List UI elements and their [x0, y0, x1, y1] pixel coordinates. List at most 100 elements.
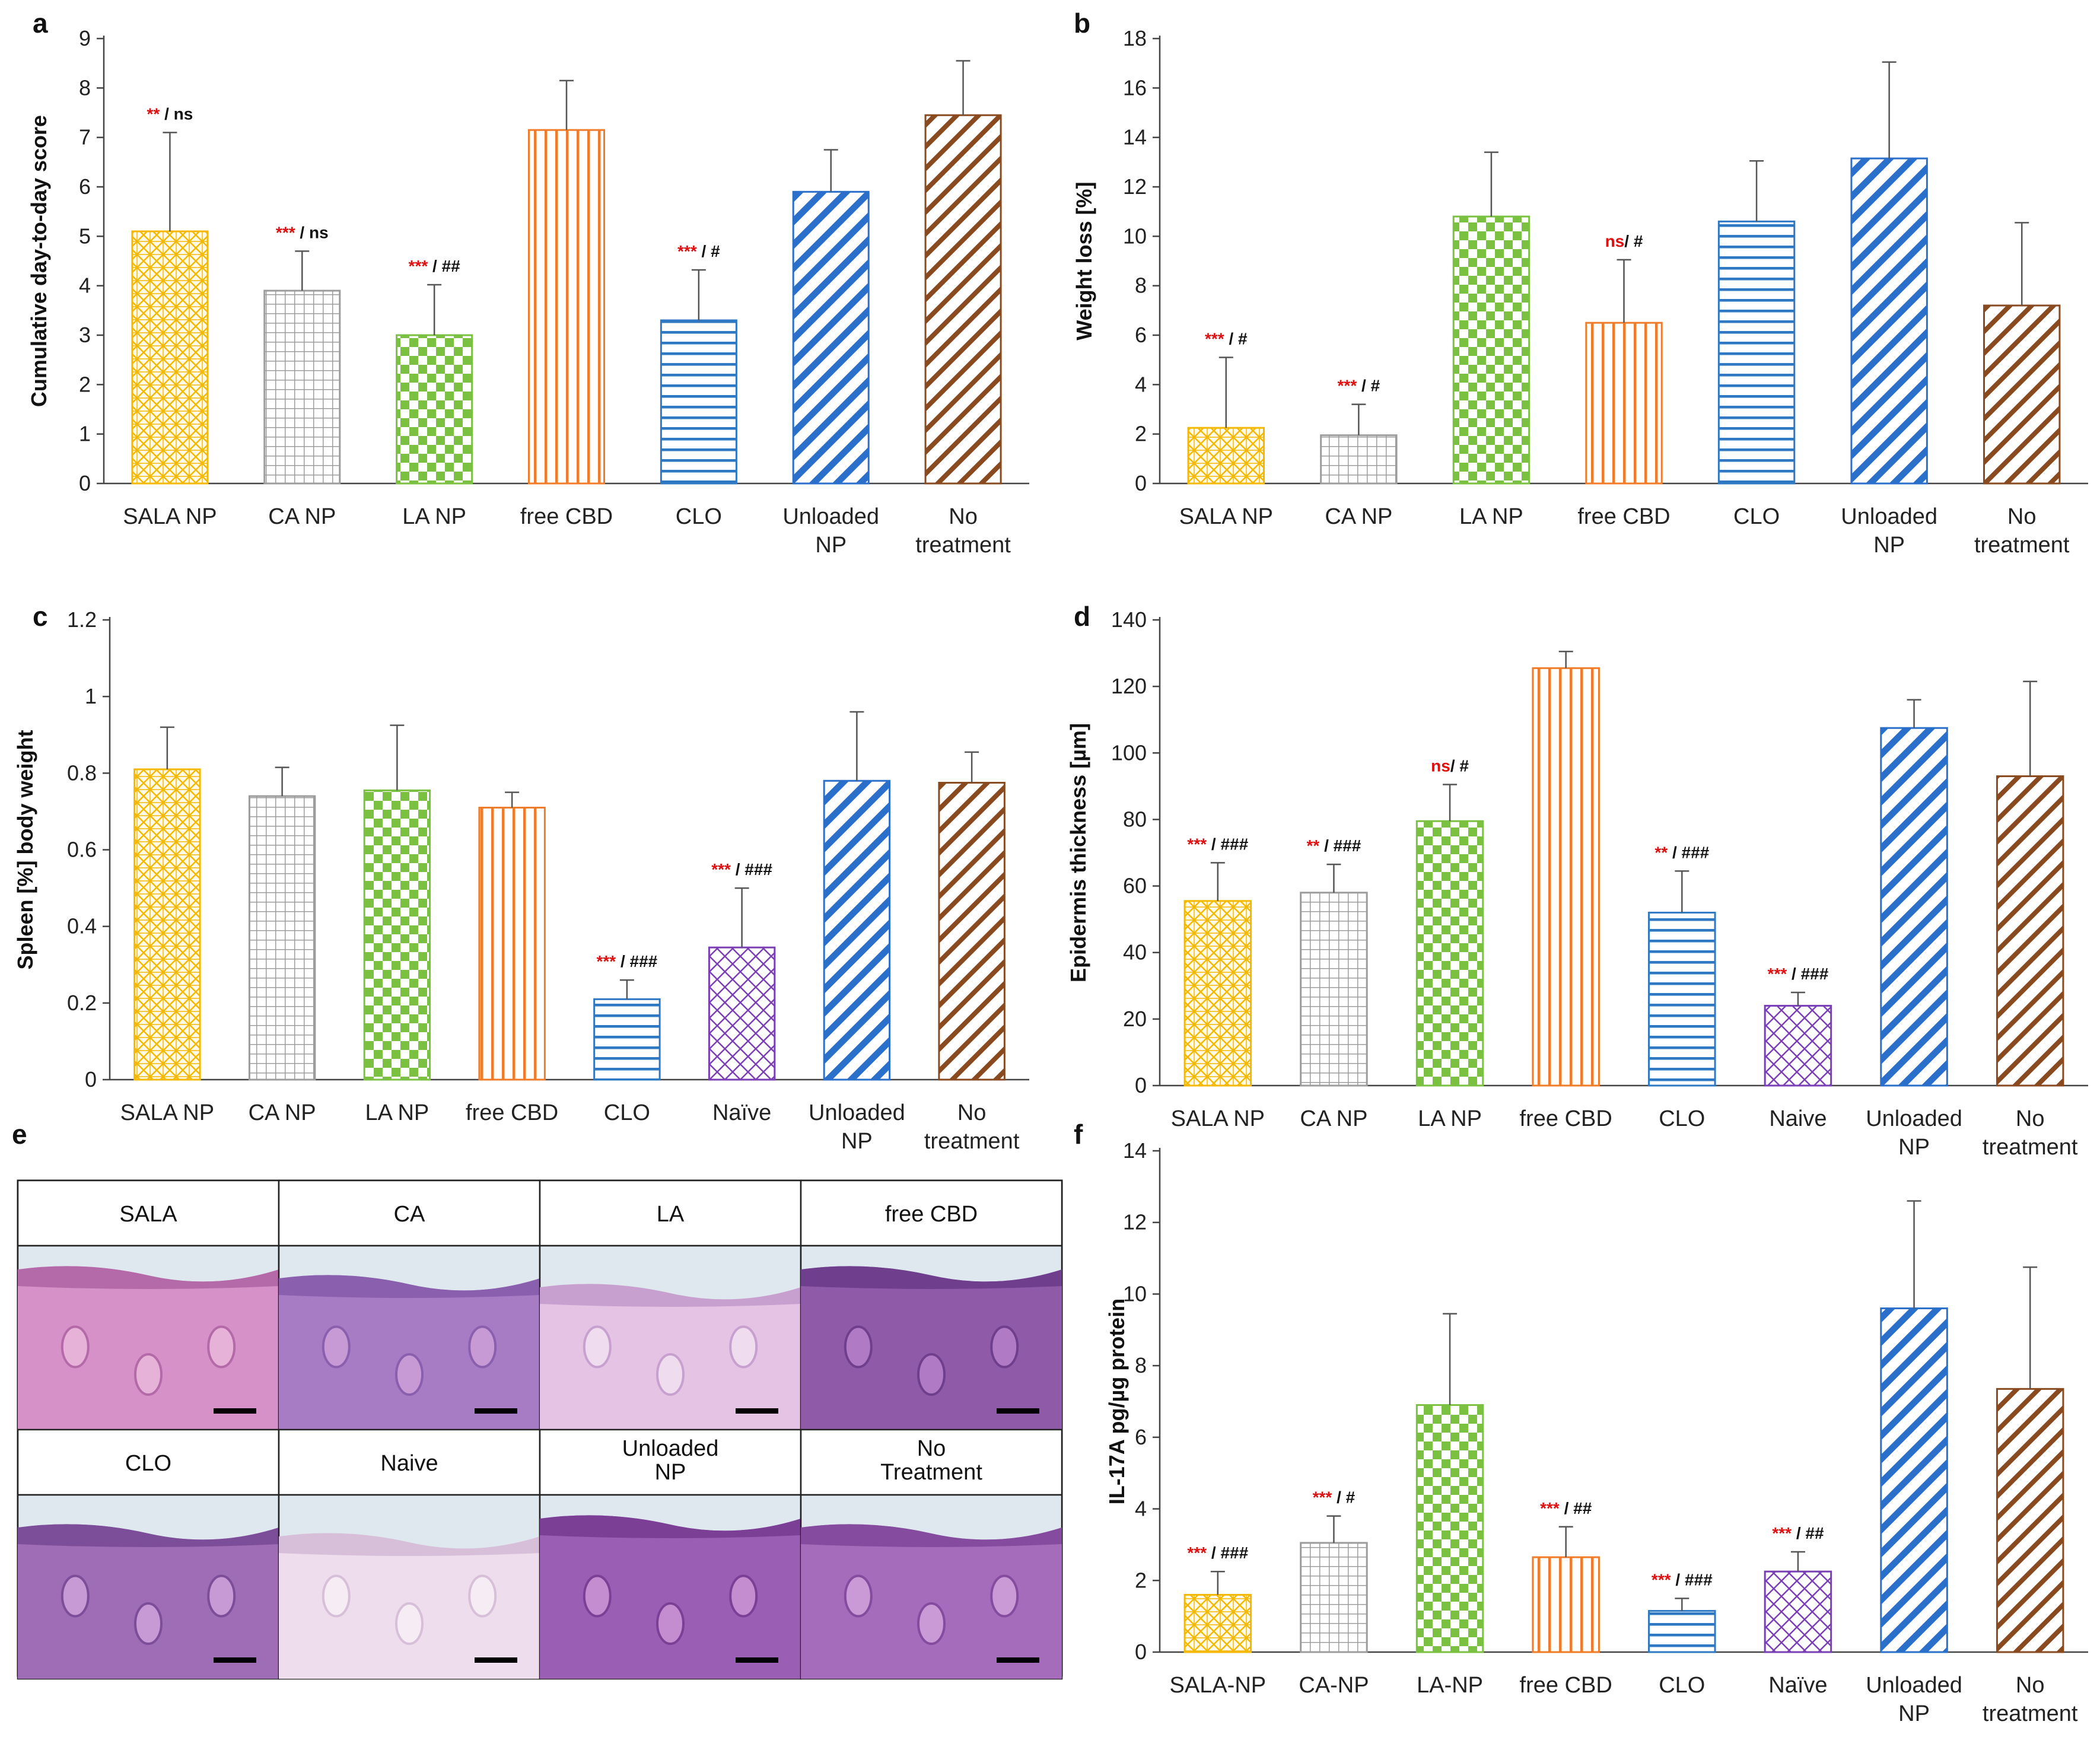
scale-bar [214, 1657, 256, 1663]
bar-unl [823, 779, 891, 1081]
y-tick-label: 2 [1135, 422, 1147, 446]
scale-bar [475, 1657, 517, 1663]
histology-label: CA [394, 1202, 425, 1227]
significance-label: *** / ### [1768, 965, 1829, 983]
x-tick-label: CA-NP [1299, 1673, 1369, 1698]
x-tick-label: No [2007, 504, 2037, 529]
tissue-follicle [207, 1325, 236, 1369]
histology-label-cell [539, 1428, 802, 1496]
panel-c-chart: c Spleen [%] body weight 0 0.2 0.4 0.6 0.8 1 1.2… [13, 601, 1029, 1154]
significance-label: *** / ### [711, 860, 772, 879]
tissue-follicle [729, 1325, 758, 1369]
significance-label: *** / # [1313, 1488, 1356, 1507]
tissue-follicle [917, 1353, 946, 1396]
significance-label: *** / ## [1540, 1499, 1592, 1517]
histology-label: No [917, 1436, 946, 1461]
histology-label: Unloaded [622, 1436, 719, 1461]
y-tick-label: 20 [1123, 1007, 1147, 1031]
x-tick-label: SALA NP [120, 1100, 214, 1125]
significance-label: ** / ns [147, 104, 193, 123]
tissue-dermis [801, 1266, 1062, 1430]
bar-ca [1320, 434, 1398, 485]
histology-label: NP [655, 1460, 686, 1485]
scale-bar [997, 1657, 1039, 1663]
panel-a-chart: a Cumulative day-to-day score 0 1 2 3 4 5 6 7 8 9 **… [27, 8, 1029, 558]
significance-label: *** / ## [1772, 1524, 1824, 1542]
x-tick-label: free CBD [466, 1100, 558, 1125]
y-tick-label: 8 [1135, 273, 1147, 298]
y-axis-label-c: Spleen [%] body weight [13, 730, 37, 969]
y-tick-label: 40 [1123, 940, 1147, 965]
x-tick-label: LA NP [365, 1100, 429, 1125]
tissue-follicle [990, 1325, 1019, 1369]
bar-naive [708, 946, 776, 1081]
tissue-dermis [18, 1266, 279, 1430]
bar-unl [1880, 727, 1948, 1087]
significance-label: *** / ### [1187, 835, 1248, 853]
significance-label: *** / # [677, 242, 720, 260]
tissue-follicle [322, 1574, 351, 1618]
y-tick-label: 8 [1135, 1353, 1147, 1377]
histology-label: SALA [119, 1202, 177, 1227]
tissue-epidermis [801, 1524, 1062, 1547]
y-tick-label: 1 [85, 684, 97, 708]
x-tick-label: free CBD [1577, 504, 1670, 529]
bar-la [396, 334, 473, 485]
panel-label-a: a [33, 8, 48, 39]
tissue-epidermis [18, 1266, 279, 1289]
tissue-follicle [844, 1325, 873, 1369]
bar-unl [1880, 1307, 1948, 1653]
significance-label: ns/ # [1431, 757, 1469, 775]
y-tick-label: 0.8 [67, 760, 97, 785]
x-tick-label: NP [1898, 1135, 1930, 1160]
tissue-epidermis [279, 1533, 540, 1556]
panel-f-chart: f IL-17A pg/µg protein 0 2 4 6 8 10 12 14 *** / ##… [1074, 1119, 2088, 1726]
x-tick-label: treatment [915, 533, 1011, 558]
tissue-dermis [801, 1524, 1062, 1679]
bar-sala [1183, 1593, 1252, 1653]
y-tick-label: 12 [1123, 174, 1147, 199]
y-tick-label: 6 [1135, 1425, 1147, 1449]
scale-bar [736, 1657, 778, 1663]
y-tick-label: 14 [1123, 1138, 1147, 1163]
significance-label: ns/ # [1605, 232, 1643, 250]
histology-label-cell [278, 1428, 541, 1496]
histology-label: LA [657, 1202, 685, 1227]
x-tick-label: NP [841, 1129, 873, 1154]
histology-label: Naive [380, 1451, 438, 1476]
y-tick-label: 4 [79, 273, 91, 298]
bar-cbd [478, 806, 546, 1081]
y-axis-label-f: IL-17A pg/µg protein [1105, 1299, 1129, 1504]
bar-none [1983, 304, 2061, 485]
tissue-dermis [540, 1515, 801, 1679]
y-axis-label-b: Weight loss [%] [1072, 182, 1096, 340]
bar-clo [593, 998, 661, 1081]
bar-sala [1187, 427, 1265, 485]
y-tick-label: 3 [79, 323, 91, 347]
x-tick-label: Naïve [1768, 1673, 1827, 1698]
tissue-epidermis [18, 1524, 279, 1547]
significance-label: *** / # [1205, 330, 1248, 348]
y-tick-label: 0.6 [67, 838, 97, 862]
bar-none [924, 114, 1002, 485]
y-tick-label: 0 [1135, 1073, 1147, 1097]
bar-cbd [527, 129, 606, 485]
y-tick-label: 6 [1135, 323, 1147, 347]
tissue-follicle [583, 1574, 612, 1618]
x-tick-label: Unloaded [1866, 1673, 1962, 1698]
bar-sala [133, 768, 201, 1081]
x-tick-label: free CBD [1520, 1673, 1612, 1698]
bar-naive [1764, 1004, 1832, 1087]
bar-none [938, 781, 1006, 1081]
scale-bar [997, 1408, 1039, 1414]
tissue-follicle [656, 1353, 685, 1396]
panel-d-chart: d Epidermis thickness [µm] 0 20 40 60 80 100 120… [1066, 601, 2088, 1160]
y-axis-label-d: Epidermis thickness [µm] [1066, 723, 1090, 982]
tissue-follicle [468, 1574, 497, 1618]
tissue-follicle [990, 1574, 1019, 1618]
x-tick-label: No [2016, 1673, 2045, 1698]
y-tick-label: 1 [79, 422, 91, 446]
y-tick-label: 16 [1123, 75, 1147, 100]
